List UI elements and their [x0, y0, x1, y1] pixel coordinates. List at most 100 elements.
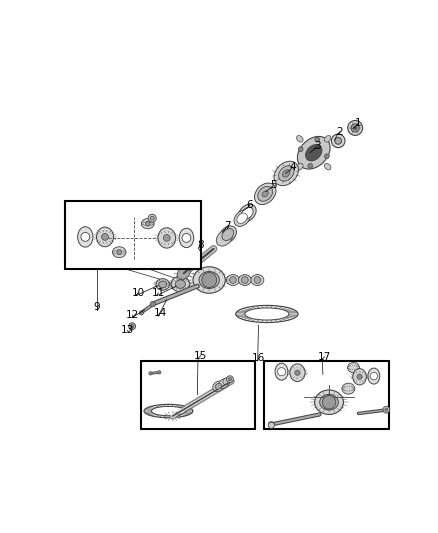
Circle shape [348, 120, 363, 135]
Text: 4: 4 [289, 163, 296, 172]
Circle shape [226, 376, 233, 383]
Bar [264, 361, 389, 429]
Ellipse shape [275, 363, 288, 380]
Circle shape [357, 374, 362, 379]
Ellipse shape [222, 229, 234, 240]
Circle shape [254, 277, 261, 284]
Ellipse shape [223, 377, 231, 385]
Ellipse shape [158, 228, 176, 248]
Circle shape [295, 370, 300, 375]
Circle shape [383, 406, 390, 413]
Circle shape [131, 325, 134, 328]
Text: 6: 6 [247, 200, 253, 211]
Ellipse shape [238, 204, 256, 222]
Circle shape [145, 221, 150, 226]
Circle shape [335, 138, 342, 144]
Text: 13: 13 [121, 325, 134, 335]
Text: 14: 14 [153, 308, 166, 318]
Circle shape [370, 373, 378, 380]
Ellipse shape [279, 166, 294, 181]
Circle shape [322, 395, 336, 409]
Circle shape [150, 216, 154, 220]
Text: 17: 17 [318, 352, 331, 362]
Ellipse shape [325, 135, 331, 142]
Circle shape [158, 370, 161, 374]
Ellipse shape [306, 144, 322, 161]
Ellipse shape [193, 267, 225, 293]
Ellipse shape [96, 227, 113, 247]
Text: 16: 16 [252, 353, 265, 363]
Circle shape [241, 277, 248, 284]
Circle shape [268, 422, 274, 427]
Ellipse shape [320, 394, 339, 410]
Ellipse shape [78, 227, 93, 247]
Text: 8: 8 [198, 240, 204, 251]
Circle shape [149, 372, 152, 375]
Text: 1: 1 [355, 118, 362, 128]
Ellipse shape [226, 274, 240, 286]
Ellipse shape [159, 281, 167, 288]
Ellipse shape [237, 213, 247, 223]
Ellipse shape [258, 187, 273, 201]
Circle shape [385, 408, 388, 411]
Circle shape [150, 302, 155, 307]
Circle shape [332, 134, 345, 148]
Ellipse shape [251, 274, 264, 286]
Ellipse shape [325, 164, 331, 170]
Circle shape [102, 233, 108, 240]
Ellipse shape [216, 230, 233, 246]
Text: 11: 11 [152, 288, 165, 298]
Ellipse shape [219, 226, 237, 243]
Circle shape [163, 235, 170, 241]
Ellipse shape [238, 274, 251, 286]
Text: 2: 2 [336, 127, 343, 136]
Circle shape [202, 272, 217, 287]
Ellipse shape [144, 405, 193, 418]
Ellipse shape [297, 136, 330, 169]
Text: 10: 10 [131, 288, 145, 298]
Circle shape [139, 311, 143, 315]
Ellipse shape [199, 271, 219, 288]
Ellipse shape [274, 161, 298, 185]
Ellipse shape [219, 379, 229, 389]
Circle shape [277, 368, 286, 376]
Ellipse shape [156, 279, 170, 290]
Circle shape [228, 377, 232, 381]
Circle shape [81, 232, 90, 241]
Ellipse shape [113, 247, 126, 257]
Ellipse shape [262, 191, 268, 197]
Text: 9: 9 [94, 302, 100, 312]
Circle shape [325, 154, 329, 159]
Circle shape [148, 214, 156, 222]
Ellipse shape [342, 383, 355, 394]
Ellipse shape [245, 308, 289, 320]
Text: 12: 12 [126, 310, 139, 320]
Ellipse shape [141, 219, 154, 229]
Ellipse shape [368, 368, 380, 384]
Circle shape [117, 250, 122, 255]
Text: 3: 3 [314, 141, 321, 151]
Ellipse shape [215, 383, 222, 389]
Ellipse shape [179, 228, 194, 248]
Ellipse shape [297, 164, 303, 170]
Bar [141, 361, 255, 429]
Circle shape [230, 277, 237, 284]
Ellipse shape [290, 364, 305, 382]
Circle shape [308, 164, 313, 168]
Ellipse shape [314, 390, 343, 415]
Ellipse shape [347, 362, 360, 373]
Ellipse shape [175, 280, 185, 288]
Ellipse shape [353, 369, 366, 385]
Circle shape [351, 124, 359, 132]
Ellipse shape [213, 381, 224, 391]
Ellipse shape [297, 135, 303, 142]
Text: 15: 15 [194, 351, 207, 361]
Ellipse shape [171, 276, 190, 292]
Circle shape [298, 147, 303, 151]
Text: 7: 7 [225, 221, 231, 231]
Ellipse shape [152, 406, 185, 416]
Circle shape [268, 422, 274, 429]
Ellipse shape [283, 169, 290, 177]
Circle shape [182, 233, 191, 243]
Text: 5: 5 [270, 180, 277, 190]
